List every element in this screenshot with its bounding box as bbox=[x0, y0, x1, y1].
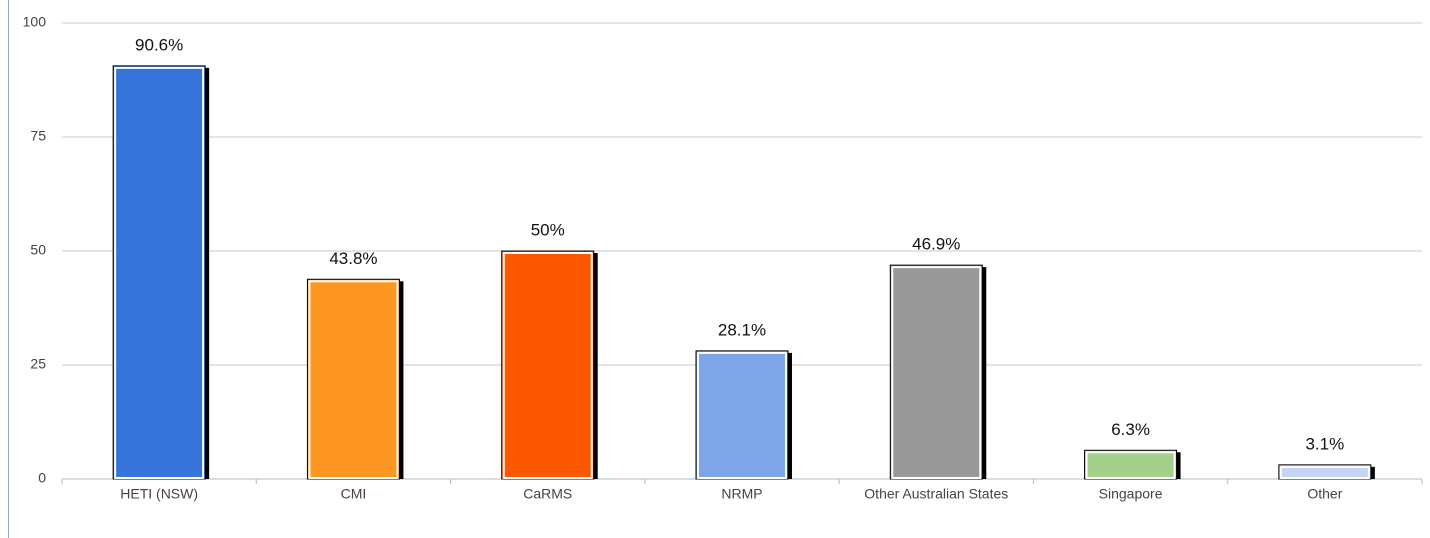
y-tick-label: 75 bbox=[30, 128, 46, 144]
data-label: 46.9% bbox=[912, 235, 960, 254]
bar-inner-border bbox=[697, 351, 787, 480]
bar bbox=[501, 250, 595, 480]
bar-inner-border bbox=[1085, 451, 1176, 480]
y-tick-label: 100 bbox=[23, 14, 47, 30]
bar-inner-border bbox=[114, 66, 205, 479]
bar bbox=[306, 278, 400, 480]
x-tick-label: CMI bbox=[341, 486, 367, 502]
data-label: 43.8% bbox=[329, 249, 377, 268]
bar bbox=[1084, 449, 1178, 480]
bar bbox=[112, 65, 206, 480]
bar bbox=[889, 264, 983, 480]
x-tick-label: Other bbox=[1307, 486, 1342, 502]
y-tick-label: 25 bbox=[30, 356, 46, 372]
x-tick-label: Other Australian States bbox=[864, 486, 1008, 502]
data-label: 6.3% bbox=[1111, 420, 1150, 439]
x-tick-label: NRMP bbox=[721, 486, 762, 502]
y-tick-label: 50 bbox=[30, 242, 46, 258]
bar-inner-border bbox=[891, 266, 982, 479]
data-label: 28.1% bbox=[718, 320, 766, 339]
data-label: 50% bbox=[531, 220, 565, 239]
x-tick-label: Singapore bbox=[1099, 486, 1163, 502]
x-tick-label: HETI (NSW) bbox=[120, 486, 198, 502]
bar-inner-border bbox=[502, 252, 593, 479]
data-label: 90.6% bbox=[135, 35, 183, 54]
data-label: 3.1% bbox=[1305, 434, 1344, 453]
bar-inner-border bbox=[1279, 465, 1370, 480]
bar-inner-border bbox=[308, 280, 399, 479]
bar bbox=[695, 350, 789, 480]
x-tick-label: CaRMS bbox=[523, 486, 572, 502]
y-tick-label: 0 bbox=[38, 470, 46, 486]
